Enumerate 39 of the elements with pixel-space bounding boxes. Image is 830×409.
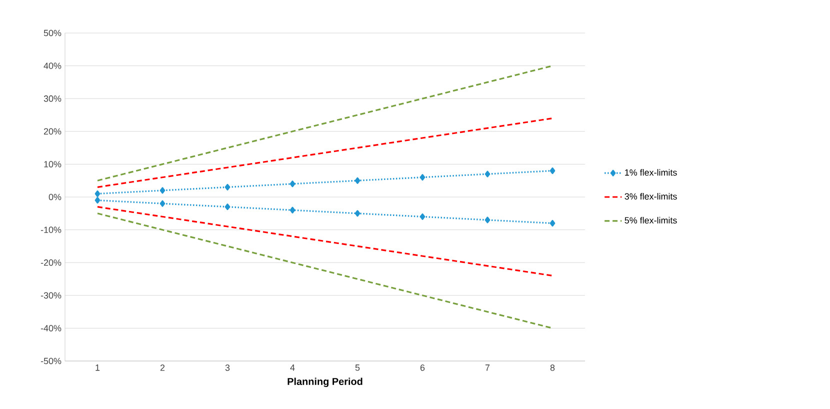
point: [290, 206, 296, 214]
point: [224, 184, 230, 190]
point: [290, 180, 296, 188]
x-axis-title: Planning Period: [288, 378, 362, 388]
y-tick-label: -50%: [40, 358, 62, 364]
x-tick-label: 6: [420, 364, 425, 371]
y-tick-label: -30%: [40, 292, 62, 299]
point: [160, 187, 166, 194]
x-tick-label: 4: [290, 364, 295, 371]
point: [420, 213, 426, 220]
point: [484, 170, 490, 178]
point: [354, 210, 360, 217]
point: [484, 216, 490, 224]
point: [550, 220, 556, 227]
x-tick-label: 1: [96, 364, 100, 371]
point: [420, 174, 426, 181]
x-tick-label: 8: [550, 364, 555, 371]
y-tick-label: 0%: [48, 194, 62, 200]
point: [224, 204, 230, 210]
x-tick-label: 3: [225, 364, 230, 371]
legend-label: 5% flex-limits: [624, 216, 677, 224]
point: [354, 177, 360, 184]
x-tick-label: 5: [355, 364, 360, 371]
y-tick-label: -40%: [40, 325, 62, 332]
legend-label: 3% flex-limits: [624, 193, 677, 200]
x-tick-label: 7: [485, 364, 490, 371]
x-tick-label: 2: [160, 364, 165, 371]
point: [94, 190, 100, 198]
y-tick-label: -10%: [40, 226, 62, 233]
y-tick-label: 50%: [44, 30, 62, 36]
point: [550, 167, 556, 174]
y-tick-label: -20%: [40, 259, 62, 266]
y-tick-label: 20%: [44, 128, 62, 135]
y-tick-label: 10%: [44, 161, 62, 168]
point: [94, 196, 100, 204]
y-tick-label: 40%: [44, 62, 62, 69]
point: [160, 200, 166, 207]
legend-label: 1% flex-limits: [625, 169, 677, 176]
y-tick-label: 30%: [44, 95, 62, 102]
